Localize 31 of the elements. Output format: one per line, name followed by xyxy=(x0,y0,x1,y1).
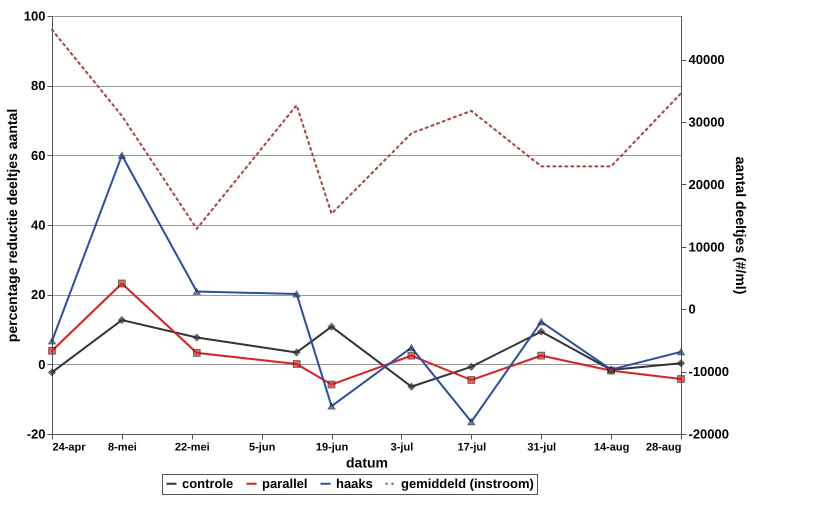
x-tick-label: 19-jun xyxy=(316,442,349,454)
legend-label: controle xyxy=(182,476,234,491)
y2-tick-label: -10000 xyxy=(688,364,729,380)
x-tick-label: 22-mei xyxy=(174,442,210,454)
x-tick-label: 24-apr xyxy=(52,442,86,454)
x-axis-title: datum xyxy=(346,454,388,470)
x-tick-label: 17-jul xyxy=(457,442,486,454)
legend-label: gemiddeld (instroom) xyxy=(401,476,534,491)
x-tick-label: 28-aug xyxy=(646,442,682,454)
y-tick-label: 100 xyxy=(24,8,46,24)
y-tick-label: -20 xyxy=(26,426,46,442)
x-tick-label: 5-jun xyxy=(249,442,276,454)
y2-tick-label: 30000 xyxy=(688,114,725,130)
y-tick-label: 0 xyxy=(38,356,46,372)
y-tick-label: 40 xyxy=(31,218,46,232)
legend-label: parallel xyxy=(262,476,308,491)
y2-tick-label: 10000 xyxy=(688,239,725,254)
y-axis-title: percentage reductie deeltjes aantal xyxy=(4,108,20,342)
y2-tick-label: 40000 xyxy=(688,52,725,68)
x-tick-label: 8-mei xyxy=(108,442,137,454)
y2-tick-label: 20000 xyxy=(688,176,725,192)
x-tick-label: 31-jul xyxy=(527,442,556,454)
y2-tick-label: -20000 xyxy=(688,426,729,442)
y-tick-label: 80 xyxy=(31,78,46,94)
y-tick-label: 20 xyxy=(31,287,46,302)
x-tick-label: 14-aug xyxy=(594,442,630,454)
legend-label: haaks xyxy=(336,476,373,491)
x-tick-label: 3-jul xyxy=(390,442,414,454)
y2-axis-title: aantal deeltjes (#/ml) xyxy=(732,156,749,294)
y2-tick-label: 0 xyxy=(688,302,696,317)
y-tick-label: 60 xyxy=(31,148,46,163)
